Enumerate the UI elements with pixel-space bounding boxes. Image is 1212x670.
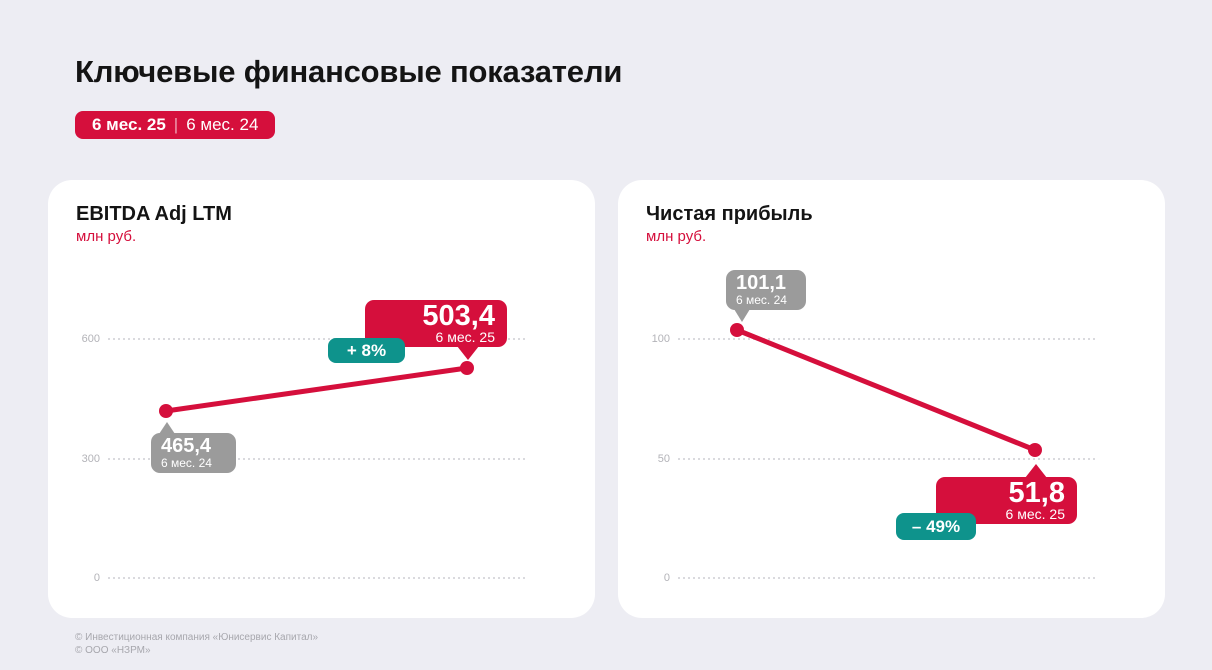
callout-value: 503,4 (422, 300, 495, 332)
y-tick-label: 300 (81, 452, 100, 465)
callout-value: 465,4 (161, 435, 212, 457)
callout-pointer (734, 309, 750, 322)
callout-pointer (1025, 464, 1047, 478)
period-separator: | (173, 115, 179, 134)
footer-line: © Инвестиционная компания «Юнисервис Кап… (75, 632, 319, 643)
gridline (108, 577, 528, 579)
gridline (108, 338, 528, 340)
callout-pointer (457, 346, 479, 360)
net-profit-unit-label: млн руб. (646, 228, 707, 245)
ebitda-chart-card: EBITDA Adj LTM млн руб. 600 300 0 465,4 … (48, 180, 595, 618)
gridline (678, 458, 1098, 460)
callout-pointer (159, 422, 175, 434)
ebitda-chart-title: EBITDA Adj LTM (76, 203, 232, 225)
footer-line: © ООО «НЗРМ» (75, 645, 151, 656)
period-previous-label: 6 мес. 24 (186, 115, 259, 134)
change-percent-badge: – 49% (896, 513, 976, 540)
period-badge: 6 мес. 25 | 6 мес. 24 (75, 111, 276, 139)
gridline (678, 577, 1098, 579)
ebitda-unit-label: млн руб. (76, 228, 137, 245)
gridline (108, 458, 528, 460)
previous-value-callout: 465,4 6 мес. 24 (151, 422, 236, 473)
callout-period: 6 мес. 25 (1005, 506, 1065, 522)
net-profit-chart-card: Чистая прибыль млн руб. 100 50 0 101,1 6… (618, 180, 1165, 618)
trend-line (165, 365, 468, 414)
y-tick-label: 0 (93, 571, 100, 584)
y-tick-label: 600 (81, 332, 100, 345)
footer-credits: © Инвестиционная компания «Юнисервис Кап… (75, 631, 318, 657)
change-percent-badge: + 8% (328, 338, 405, 363)
period-current-label: 6 мес. 25 (92, 115, 166, 134)
page-title: Ключевые финансовые показатели (75, 54, 623, 89)
data-point-marker (460, 361, 474, 375)
callout-value: 51,8 (1008, 477, 1065, 509)
previous-value-callout: 101,1 6 мес. 24 (726, 270, 806, 322)
net-profit-chart-title: Чистая прибыль (646, 203, 813, 225)
ebitda-trend-line-svg (159, 361, 474, 418)
trend-line (736, 327, 1036, 453)
callout-period: 6 мес. 24 (736, 293, 787, 307)
y-tick-label: 100 (651, 332, 670, 345)
net-profit-trend-line-svg (730, 323, 1042, 457)
callout-period: 6 мес. 25 (435, 329, 495, 345)
y-tick-label: 50 (657, 452, 670, 465)
gridline (678, 338, 1098, 340)
data-point-marker (730, 323, 744, 337)
callout-value: 101,1 (736, 272, 787, 294)
data-point-marker (159, 404, 173, 418)
y-tick-label: 0 (663, 571, 670, 584)
data-point-marker (1028, 443, 1042, 457)
callout-period: 6 мес. 24 (161, 456, 212, 470)
